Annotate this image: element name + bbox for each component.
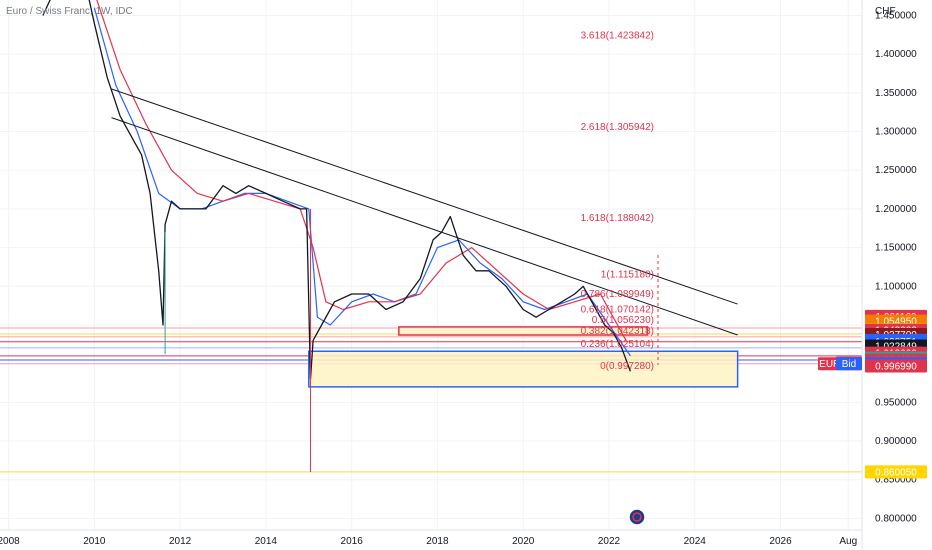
x-tick-label: 2012 <box>169 536 192 547</box>
fib-level-label: 0.618(1.070142) <box>581 304 654 315</box>
chart-title: Euro / Swiss Franc, 1W, IDC <box>6 6 133 17</box>
zone-box <box>398 326 649 336</box>
fib-level-label: 1.618(1.188042) <box>581 213 654 224</box>
event-marker-icon[interactable] <box>628 508 646 526</box>
fib-level-label: 0.236(1.025104) <box>581 339 654 350</box>
x-tick-label: 2020 <box>512 536 535 547</box>
fib-level-label: 0.382(1.042318) <box>581 326 654 337</box>
x-tick-label: Aug <box>839 536 857 547</box>
price-series <box>42 0 632 472</box>
price-line <box>42 0 632 380</box>
y-tick-label: 0.800000 <box>875 513 917 524</box>
axis-unit-label: CHF <box>875 6 896 17</box>
fib-level-label: 0.786(1.089949) <box>581 289 654 300</box>
fib-level-label: 3.618(1.423842) <box>581 31 654 42</box>
x-tick-label: 2024 <box>684 536 707 547</box>
side-tags: AskEURCHFBid <box>818 356 862 371</box>
x-tick-label: 2010 <box>83 536 106 547</box>
fib-level-label: 2.618(1.305942) <box>581 122 654 133</box>
x-axis: 2008 2010 2012 2014 2016 2018 2020 2022 2024 2026… <box>0 529 862 547</box>
trendlines <box>111 88 738 336</box>
fib-level-label: 0(0.997280) <box>600 361 654 372</box>
grid-lines <box>0 0 862 530</box>
x-tick-label: 2026 <box>769 536 792 547</box>
y-tick-label: 0.850000 <box>875 475 917 486</box>
y-tick-label: 0.900000 <box>875 436 917 447</box>
price-badge-label: 1.054950 <box>875 317 917 328</box>
price-badge-label: 0.860050 <box>875 467 917 478</box>
y-tick-label: 1.200000 <box>875 204 917 215</box>
x-tick-label: 2022 <box>598 536 621 547</box>
fib-level-label: 0.5(1.056230) <box>592 315 654 326</box>
y-tick-label: 1.150000 <box>875 243 917 254</box>
highlight-zones <box>308 326 739 388</box>
y-tick-label: 0.950000 <box>875 397 917 408</box>
price-badge <box>865 465 927 479</box>
price-badges: 1.0611601.0549501.0436201.0432021.037700… <box>865 309 927 479</box>
moving-average-line <box>96 0 627 341</box>
y-tick-label: 1.300000 <box>875 127 917 138</box>
y-tick-label: 1.450000 <box>875 10 917 21</box>
side-tag-label: Bid <box>842 359 856 370</box>
x-tick-label: 2016 <box>341 536 364 547</box>
y-tick-label: 1.100000 <box>875 281 917 292</box>
fib-level-label: 1(1.115180) <box>601 270 654 281</box>
x-tick-label: 2014 <box>255 536 278 547</box>
x-tick-label: 2018 <box>426 536 449 547</box>
price-badge <box>865 359 927 373</box>
y-tick-label: 1.400000 <box>875 49 917 60</box>
y-tick-label: 1.250000 <box>875 165 917 176</box>
side-tag <box>836 357 862 371</box>
price-badge-label: 0.996990 <box>875 361 917 372</box>
trendline <box>111 117 738 336</box>
fib-extension-levels: 3.618(1.423842) 2.618(1.305942) 1.618(1.18… <box>581 31 654 372</box>
zone-box <box>308 350 739 388</box>
trendline <box>111 88 738 305</box>
x-tick-label: 2008 <box>0 536 20 547</box>
y-tick-label: 1.350000 <box>875 88 917 99</box>
horizontal-levels <box>0 327 862 473</box>
